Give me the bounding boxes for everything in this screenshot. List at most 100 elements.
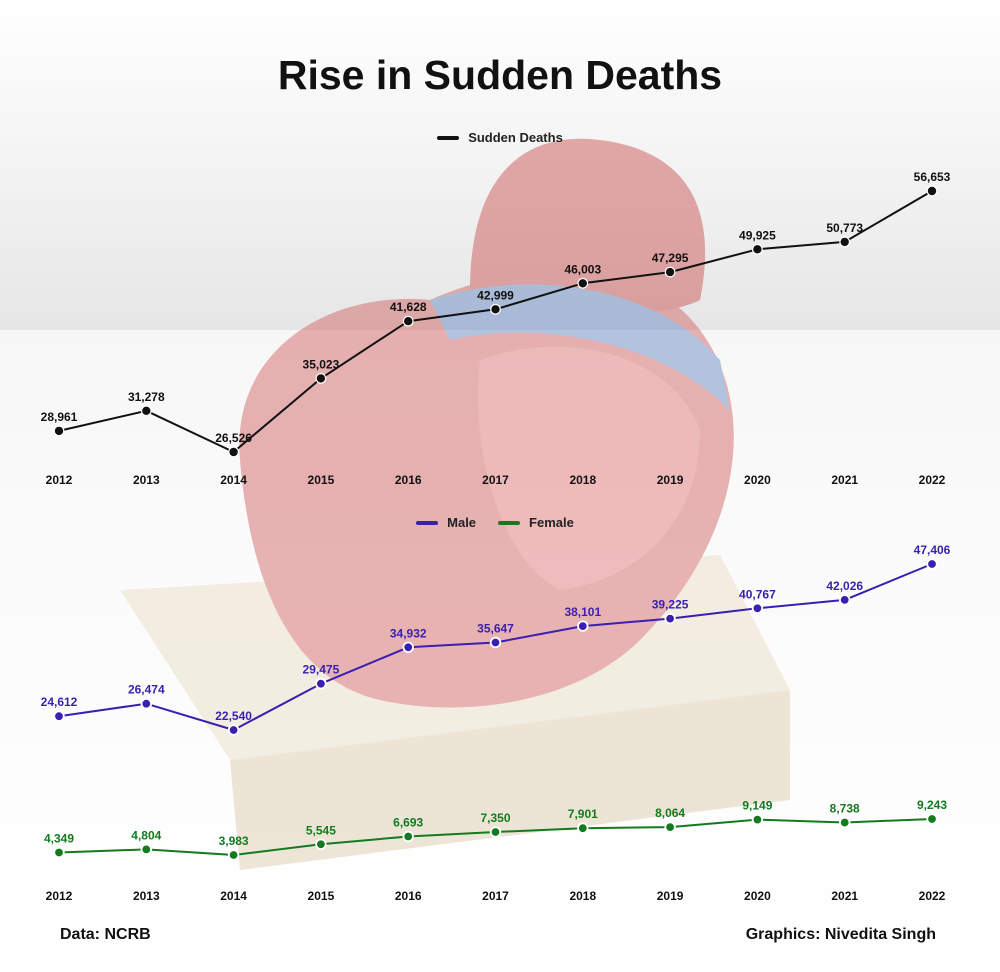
x-tick-label-1-2013: 2013 <box>133 473 160 487</box>
x-tick-label-1-2020: 2020 <box>744 473 771 487</box>
legend-item-female: Female <box>498 515 574 530</box>
point-female-2016 <box>402 830 414 843</box>
point-sudden-deaths-2021 <box>839 236 851 248</box>
data-label-male-2012: 24,612 <box>41 695 78 709</box>
data-label-female-2013: 4,804 <box>131 828 161 842</box>
x-tick-label-2-2012: 2012 <box>46 889 73 903</box>
x-tick-label-1-2017: 2017 <box>482 473 509 487</box>
data-label-male-2016: 34,932 <box>390 626 427 640</box>
x-tick-label-1-2022: 2022 <box>919 473 946 487</box>
heart-right-lobe <box>478 346 700 590</box>
x-tick-label-2-2015: 2015 <box>308 889 335 903</box>
data-label-female-2019: 8,064 <box>655 806 685 820</box>
chart-title: Rise in Sudden Deaths <box>277 52 723 98</box>
point-male-2018 <box>577 620 589 632</box>
data-label-female-2018: 7,901 <box>568 807 598 821</box>
point-female-2018 <box>577 822 589 834</box>
point-male-2019 <box>664 612 676 625</box>
point-female-2019 <box>664 821 676 833</box>
graphics-credit: Graphics: Nivedita Singh <box>745 926 936 943</box>
data-label-sudden-deaths-2022: 56,653 <box>914 170 951 184</box>
data-label-female-2020: 9,149 <box>742 799 772 813</box>
legend-item-male: Male <box>416 515 476 530</box>
data-label-female-2017: 7,350 <box>480 811 510 825</box>
data-label-female-2021: 8,738 <box>830 802 860 816</box>
x-tick-label-2-2021: 2021 <box>831 889 858 903</box>
point-sudden-deaths-2016 <box>402 315 414 327</box>
data-source: Data: NCRB <box>60 926 151 943</box>
heart-body <box>239 269 734 708</box>
x-tick-label-2-2022: 2022 <box>919 889 946 903</box>
data-label-sudden-deaths-2016: 41,628 <box>390 300 427 314</box>
x-tick-label-1-2016: 2016 <box>395 473 422 487</box>
point-female-2014 <box>227 849 240 861</box>
data-label-female-2012: 4,349 <box>44 832 74 846</box>
data-label-male-2017: 35,647 <box>477 622 514 636</box>
legend-swatch-male <box>416 520 439 525</box>
legend-label-male: Male <box>447 515 477 530</box>
point-male-2016 <box>402 641 414 654</box>
point-female-2012 <box>53 846 65 859</box>
point-female-2015 <box>315 838 327 851</box>
legend-label-sudden-deaths: Sudden Deaths <box>468 130 563 145</box>
data-label-male-2022: 47,406 <box>914 543 951 557</box>
point-female-2013 <box>140 843 153 856</box>
x-tick-label-2-2013: 2013 <box>133 889 160 903</box>
point-male-2014 <box>227 724 240 736</box>
data-label-sudden-deaths-2021: 50,773 <box>826 221 863 235</box>
data-label-female-2015: 5,545 <box>306 823 336 837</box>
legend-bottom: Male Female <box>0 515 990 530</box>
point-sudden-deaths-2019 <box>664 266 676 278</box>
legend-item-sudden-deaths: Sudden Deaths <box>437 130 563 145</box>
data-label-sudden-deaths-2019: 47,295 <box>652 251 689 265</box>
x-tick-label-1-2012: 2012 <box>46 473 73 487</box>
point-female-2017 <box>489 826 502 838</box>
point-male-2015 <box>315 678 327 690</box>
heart-aorta <box>470 138 706 314</box>
data-label-male-2021: 42,026 <box>826 579 863 593</box>
x-tick-label-2-2016: 2016 <box>395 889 422 903</box>
model-stand-side <box>230 690 790 870</box>
data-label-sudden-deaths-2017: 42,999 <box>477 288 514 302</box>
x-tick-label-1-2015: 2015 <box>308 473 335 487</box>
model-stand-top <box>120 555 790 760</box>
point-male-2020 <box>751 602 764 615</box>
data-label-male-2019: 39,225 <box>652 598 689 612</box>
data-label-male-2020: 40,767 <box>739 587 776 601</box>
point-sudden-deaths-2018 <box>577 277 589 289</box>
point-sudden-deaths-2012 <box>53 425 65 437</box>
point-male-2012 <box>53 710 65 722</box>
point-male-2022 <box>926 558 938 570</box>
x-tick-label-2-2017: 2017 <box>482 889 509 903</box>
data-label-sudden-deaths-2020: 49,925 <box>739 228 776 242</box>
point-sudden-deaths-2015 <box>315 373 327 384</box>
x-tick-label-2-2020: 2020 <box>744 889 771 903</box>
heart-pulmonary-vessel <box>430 284 730 410</box>
data-label-female-2022: 9,243 <box>917 798 947 812</box>
data-label-male-2018: 38,101 <box>564 605 601 619</box>
legend-swatch-female <box>498 520 521 525</box>
point-male-2017 <box>489 636 502 649</box>
point-sudden-deaths-2020 <box>752 243 763 255</box>
point-male-2013 <box>140 698 153 710</box>
data-label-sudden-deaths-2013: 31,278 <box>128 390 165 404</box>
point-female-2020 <box>751 813 764 826</box>
data-label-sudden-deaths-2012: 28,961 <box>41 410 78 424</box>
data-label-female-2014: 3,983 <box>219 834 249 848</box>
background-wall <box>0 0 1000 330</box>
data-label-sudden-deaths-2018: 46,003 <box>564 262 601 276</box>
data-label-female-2016: 6,693 <box>393 816 423 830</box>
legend-label-female: Female <box>529 515 574 530</box>
legend-swatch-sudden-deaths <box>437 135 460 140</box>
legend-top: Sudden Deaths <box>0 130 1000 145</box>
background-table <box>0 330 1000 972</box>
data-label-male-2015: 29,475 <box>303 663 340 677</box>
point-male-2021 <box>839 594 851 606</box>
point-female-2021 <box>839 816 851 829</box>
point-sudden-deaths-2013 <box>140 405 152 417</box>
x-tick-label-2-2018: 2018 <box>569 889 596 903</box>
x-tick-label-2-2019: 2019 <box>657 889 684 903</box>
series-line-sudden-deaths <box>58 190 933 453</box>
